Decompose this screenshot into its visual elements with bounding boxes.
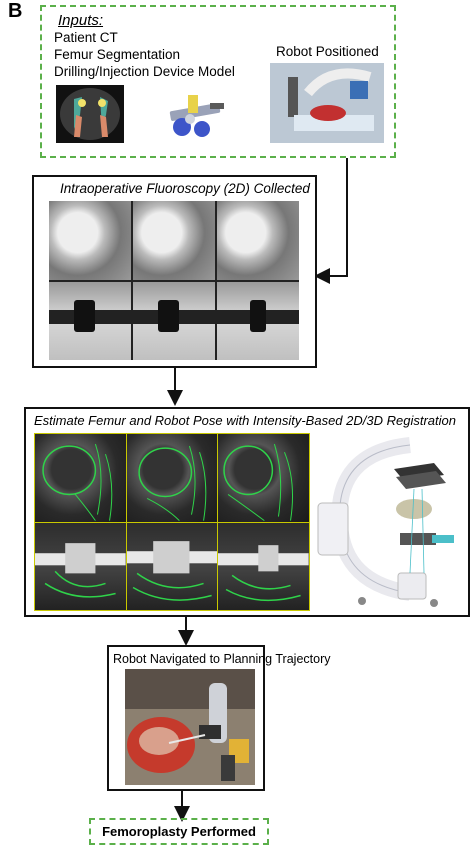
fluoro-frame [133,201,215,280]
result-box: Femoroplasty Performed [89,818,269,845]
inputs-line-segmentation: Femur Segmentation [54,47,181,62]
robot-navigation-photo [125,669,255,785]
inputs-line-device: Drilling/Injection Device Model [54,64,235,79]
registration-title: Estimate Femur and Robot Pose with Inten… [34,413,456,428]
fluoro-frame [49,281,131,360]
ct-image [56,85,124,143]
fluoro-frame [133,281,215,360]
fluoro-frame [49,201,131,280]
fluoroscopy-box: Intraoperative Fluoroscopy (2D) Collecte… [32,175,317,368]
registration-frame [126,434,218,522]
registration-frame [126,522,218,610]
fluoroscopy-title: Intraoperative Fluoroscopy (2D) Collecte… [60,181,310,196]
fluoro-frame [217,281,299,360]
registration-frame [218,522,309,610]
device-model-image [160,89,232,145]
c-arm-rendering [314,433,466,611]
registration-box: Estimate Femur and Robot Pose with Inten… [24,407,470,617]
registration-frame [35,434,126,522]
fluoroscopy-image-grid [49,201,299,360]
registration-image-grid [34,433,310,611]
result-title: Femoroplasty Performed [102,824,256,839]
fluoro-frame [217,201,299,280]
registration-frame [35,522,126,610]
navigation-title: Robot Navigated to Planning Trajectory [113,652,331,666]
panel-letter: B [8,0,23,22]
inputs-box: Inputs: Patient CT Femur Segmentation Dr… [40,5,396,158]
inputs-line-ct: Patient CT [54,30,118,45]
navigation-box: Robot Navigated to Planning Trajectory [107,645,331,791]
robot-positioned-label: Robot Positioned [276,44,379,59]
robot-positioned-photo [270,63,384,143]
inputs-heading: Inputs: [58,12,104,29]
registration-frame [218,434,309,522]
